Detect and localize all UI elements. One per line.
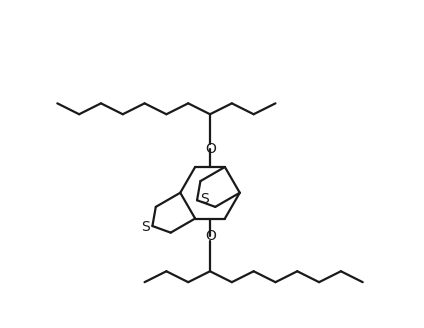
- Text: O: O: [206, 142, 216, 156]
- Text: S: S: [200, 192, 209, 206]
- Text: O: O: [206, 229, 216, 243]
- Text: S: S: [141, 220, 149, 234]
